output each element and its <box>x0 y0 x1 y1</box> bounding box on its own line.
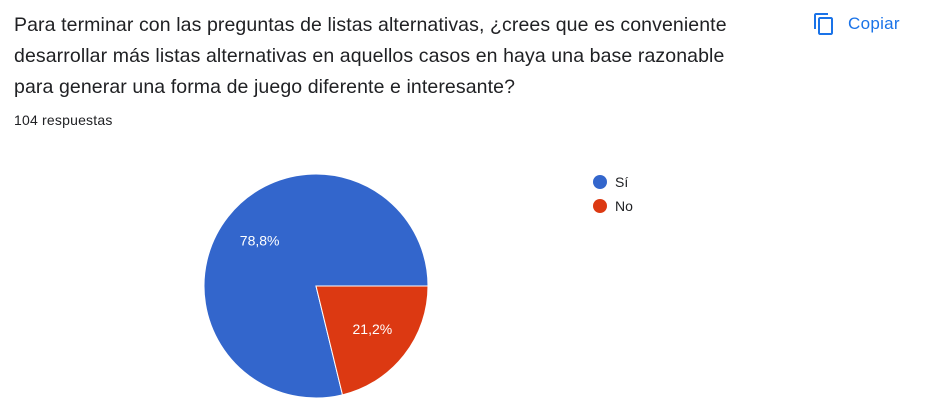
question-line-3: para generar una forma de juego diferent… <box>14 76 516 98</box>
legend-item-no[interactable]: No <box>593 194 633 218</box>
question-line-1: Para terminar con las preguntas de lista… <box>14 14 727 36</box>
legend-label-si: Sí <box>615 174 629 190</box>
legend-swatch-no <box>593 199 607 213</box>
pie-label-no: 21,2% <box>353 321 393 337</box>
question-title: Para terminar con las preguntas de lista… <box>14 10 774 103</box>
pie-slice-si[interactable] <box>203 173 429 399</box>
legend-item-si[interactable]: Sí <box>593 170 633 194</box>
chart-legend: Sí No <box>593 170 633 218</box>
legend-swatch-si <box>593 175 607 189</box>
copy-icon <box>812 12 836 36</box>
copy-button-label: Copiar <box>848 14 900 33</box>
legend-label-no: No <box>615 198 633 214</box>
question-line-2: desarrollar más listas alternativas en a… <box>14 45 725 67</box>
pie-slice-no[interactable] <box>315 285 429 396</box>
copy-button[interactable]: Copiar <box>812 8 900 40</box>
response-count: 104 respuestas <box>14 112 113 128</box>
pie-label-si: 78,8% <box>240 232 280 248</box>
